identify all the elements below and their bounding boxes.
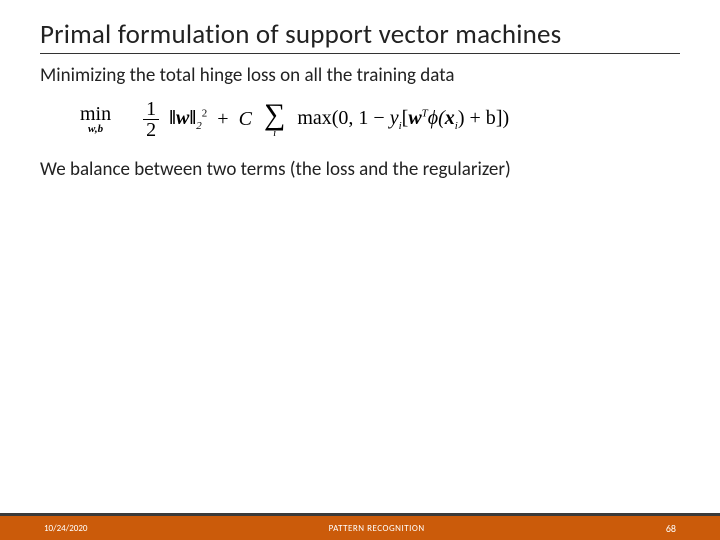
xi: x (445, 107, 455, 129)
max-open: max(0, 1 − (297, 107, 389, 129)
sigma-index: i (273, 128, 276, 139)
body-line-2: We balance between two terms (the loss a… (40, 158, 680, 181)
max-close: ) (502, 107, 509, 129)
plus: + (217, 108, 228, 131)
fraction-half: 1 2 (143, 99, 159, 140)
sum-operator: ∑ i (264, 101, 285, 139)
norm-w: ‖w‖ (169, 107, 196, 129)
frac-num: 1 (143, 99, 159, 120)
sigma-icon: ∑ (264, 101, 285, 128)
body-line-1: Minimizing the total hinge loss on all t… (40, 64, 680, 87)
frac-den: 2 (143, 120, 159, 140)
min-label: min (80, 104, 111, 124)
footer: 10/24/2020 PATTERN RECOGNITION 68 (0, 513, 720, 540)
footer-bar: 10/24/2020 PATTERN RECOGNITION 68 (0, 516, 720, 540)
norm-sub: 2 (196, 120, 202, 132)
min-sub: w,b (88, 124, 103, 135)
yi: y (390, 107, 399, 129)
footer-date: 10/24/2020 (44, 523, 87, 534)
max-term: max(0, 1 − yi[wTϕ(xi) + b]) (297, 107, 509, 132)
phi: ϕ( (428, 107, 445, 129)
slide: Primal formulation of support vector mac… (0, 0, 720, 540)
norm-term: ‖w‖22 (169, 107, 207, 132)
phi-close: ) + b (458, 107, 496, 129)
C-constant: C (239, 108, 252, 131)
slide-title: Primal formulation of support vector mac… (40, 18, 680, 54)
footer-page: 68 (666, 522, 676, 535)
formula-hinge-loss: min w,b 1 2 ‖w‖22 + C ∑ i max(0, 1 − yi[… (80, 99, 680, 140)
wT-w: w (408, 107, 421, 129)
norm-sup: 2 (202, 107, 208, 119)
footer-center: PATTERN RECOGNITION (329, 523, 425, 534)
min-operator: min w,b (80, 104, 111, 135)
